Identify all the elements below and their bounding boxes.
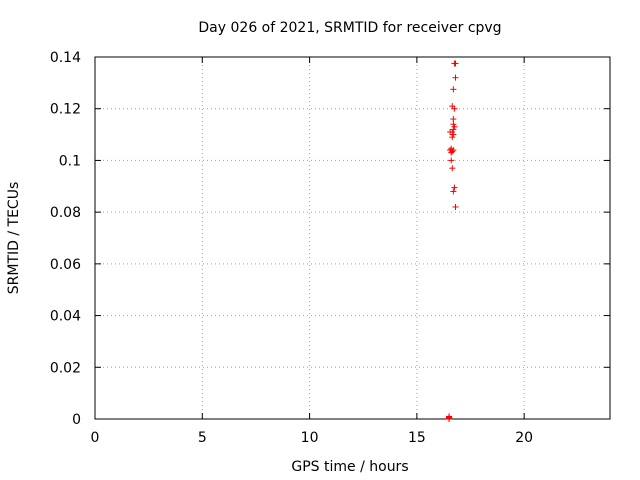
x-tick-label: 20	[515, 430, 533, 446]
data-point	[450, 116, 457, 123]
y-tick-label: 0.12	[50, 102, 81, 118]
data-points	[446, 60, 459, 422]
y-tick-label: 0.06	[50, 257, 81, 273]
data-point	[451, 105, 458, 112]
y-axis-label: SRMTID / TECUs	[6, 182, 22, 295]
y-tick-label: 0.08	[50, 205, 81, 221]
plot-frame	[94, 56, 611, 420]
data-point	[448, 149, 455, 156]
x-tick-label: 10	[301, 430, 319, 446]
data-point	[451, 184, 458, 191]
data-point	[452, 203, 459, 210]
data-point	[449, 148, 456, 155]
chart-title: Day 026 of 2021, SRMTID for receiver cpv…	[198, 20, 501, 36]
data-point	[449, 128, 456, 135]
y-tick-label: 0.1	[59, 153, 81, 169]
data-point	[452, 74, 459, 81]
tick-labels: 0 5 10 15 20 0 0.02 0.04 0.06 0.08 0.1 0.12 0.14	[50, 50, 533, 446]
data-point	[449, 134, 456, 141]
x-tick-label: 0	[91, 430, 100, 446]
axis-ticks	[94, 56, 610, 420]
x-axis-label: GPS time / hours	[291, 459, 408, 475]
data-point	[452, 60, 459, 67]
data-point	[450, 131, 457, 138]
data-point	[450, 126, 457, 133]
data-point	[446, 413, 453, 420]
y-tick-label: 0	[72, 412, 81, 428]
grid-lines	[95, 57, 610, 419]
y-tick-label: 0.02	[50, 360, 81, 376]
x-tick-label: 15	[408, 430, 426, 446]
data-point	[451, 123, 458, 130]
data-point	[449, 165, 456, 172]
data-point	[450, 121, 457, 128]
data-point	[450, 86, 457, 93]
x-tick-label: 5	[198, 430, 207, 446]
data-point	[448, 157, 455, 164]
data-point	[450, 188, 457, 195]
y-tick-label: 0.14	[50, 50, 81, 66]
y-tick-label: 0.04	[50, 309, 81, 325]
